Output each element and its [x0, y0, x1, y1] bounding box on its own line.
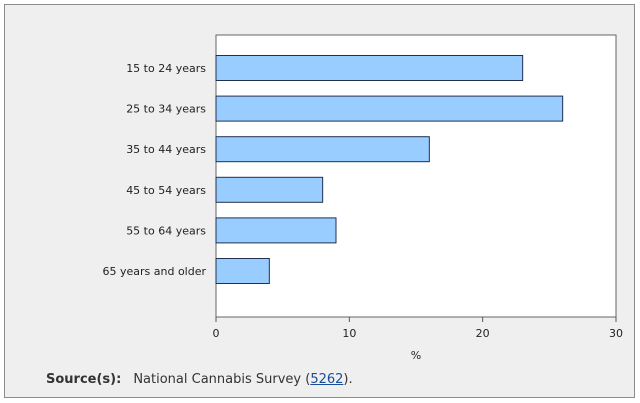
- x-tick-label-3: 30: [609, 327, 623, 340]
- category-label-4: 55 to 64 years: [126, 224, 206, 237]
- bar-1: [215, 95, 564, 122]
- category-label-1: 25 to 34 years: [126, 103, 206, 116]
- bar-3: [215, 176, 324, 203]
- source-note: Source(s): National Cannabis Survey (5262…: [46, 372, 353, 387]
- x-tick-label-0: 0: [213, 327, 220, 340]
- source-heading: Source(s):: [46, 372, 122, 387]
- x-axis-label: %: [411, 349, 421, 362]
- bar-2: [215, 136, 430, 163]
- x-tick-label-2: 20: [476, 327, 490, 340]
- source-text: National Cannabis Survey (: [133, 372, 311, 387]
- bar-5: [215, 258, 270, 284]
- source-suffix: ).: [343, 372, 353, 387]
- category-label-5: 65 years and older: [102, 265, 206, 278]
- category-label-0: 15 to 24 years: [126, 62, 206, 75]
- category-label-2: 35 to 44 years: [126, 143, 206, 156]
- plot-area: [215, 34, 617, 318]
- bar-0: [215, 55, 524, 81]
- bar-4: [215, 217, 337, 244]
- survey-link[interactable]: 5262: [310, 372, 344, 387]
- category-label-3: 45 to 54 years: [126, 184, 206, 197]
- x-tick-label-1: 10: [342, 327, 356, 340]
